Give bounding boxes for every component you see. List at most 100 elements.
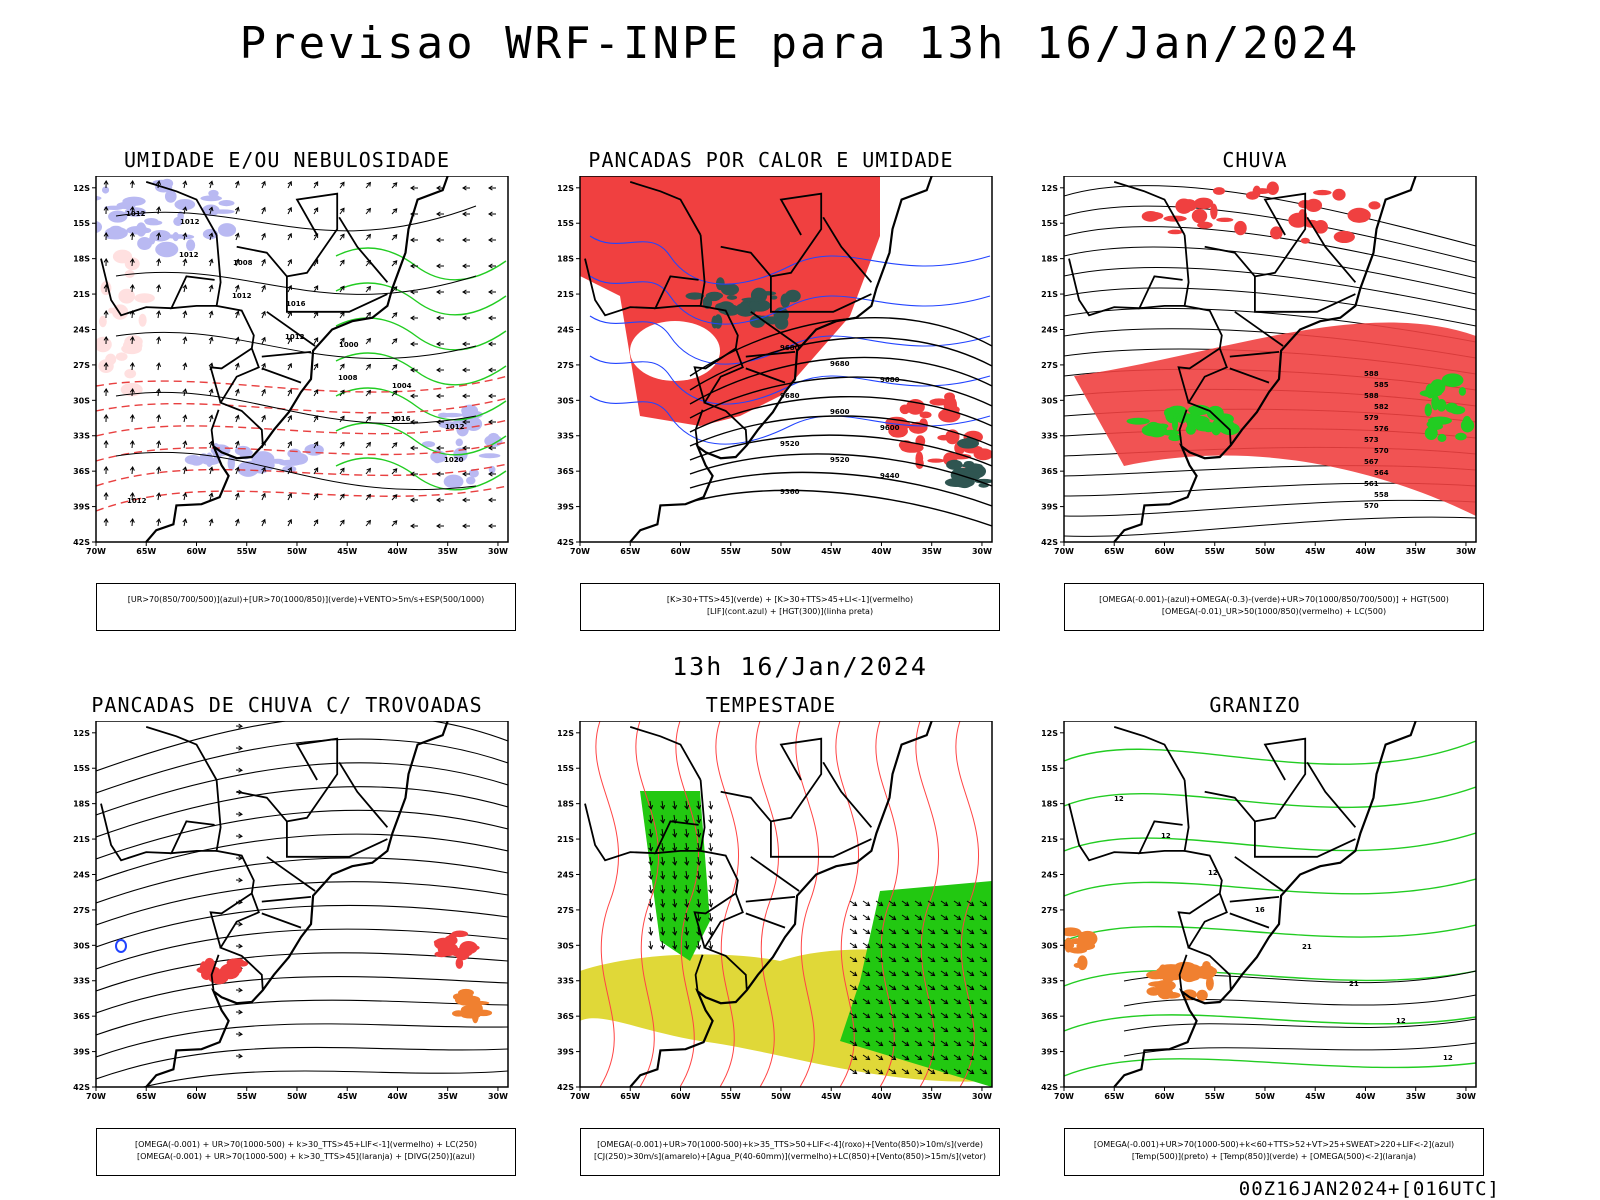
wind-vector [862, 1068, 870, 1074]
country-border [1229, 351, 1280, 358]
country-border [1113, 726, 1186, 781]
wind-vector-head [865, 901, 871, 907]
temperature-500-contour [1123, 994, 1476, 1007]
wind-vector [862, 1012, 870, 1018]
wind-vector [209, 181, 213, 189]
wind-vector-head [462, 523, 467, 529]
lon-label: 65W [1104, 1092, 1124, 1101]
humidity-area-blue [145, 220, 163, 226]
wind-vector-head [103, 440, 109, 445]
humidity-area-blue [211, 209, 235, 214]
wind-vector-head [410, 523, 415, 529]
lat-label: 24S [1041, 325, 1058, 334]
wind-vector [709, 898, 712, 907]
wind-vector-head [340, 389, 345, 395]
wind-vector-head [865, 957, 871, 963]
wind-vector-head [392, 338, 398, 343]
lon-label: 60W [671, 547, 691, 556]
wind-vector-head [878, 943, 884, 949]
wind-vector-head [103, 336, 109, 341]
wind-vector [875, 1026, 883, 1032]
wind-vector-head [156, 440, 162, 445]
wind-vector-head [313, 233, 319, 239]
wind-vector-head [182, 310, 188, 316]
convection-area-teal [714, 314, 723, 329]
country-border [285, 192, 388, 313]
wind-vector-head [156, 362, 162, 367]
wind-vector [953, 928, 961, 934]
wind-vector-head [648, 945, 654, 950]
wind-vector [649, 912, 652, 921]
wind-vector [940, 970, 948, 976]
wind-vector-head [103, 388, 109, 393]
wind-vector-head [943, 999, 949, 1005]
wind-vector [940, 900, 948, 906]
country-border [745, 912, 786, 929]
wind-vector-head [865, 999, 871, 1005]
humidity-area-blue [184, 454, 202, 465]
country-border [1178, 954, 1188, 992]
wind-vector-head [287, 492, 292, 498]
wind-vector-head [969, 943, 975, 949]
lat-label: 24S [73, 325, 90, 334]
wind-vector [888, 1054, 896, 1060]
country-border [1113, 181, 1186, 236]
streamline [141, 1070, 508, 1087]
lat-label: 18S [1041, 255, 1058, 264]
lon-label: 40W [1355, 1092, 1375, 1101]
wind-vector-head [956, 985, 962, 991]
wind-vector-head [930, 901, 936, 907]
streamline-red [755, 721, 780, 1087]
lat-label: 21S [557, 835, 574, 844]
isobar [115, 205, 477, 232]
wind-vector [661, 842, 664, 851]
contour-label: 561 [1364, 480, 1379, 488]
wind-vector [979, 984, 987, 990]
wind-vector-head [865, 943, 871, 949]
rain-area-green [1458, 387, 1467, 396]
wind-vector [261, 311, 266, 319]
wind-vector [235, 181, 239, 189]
wind-vector-head [917, 1027, 923, 1033]
wind-vector-head [672, 833, 678, 838]
coastline-east [145, 176, 449, 542]
map-granizo: 12 12 12 16 21 21 12 12 12S 15S 18S 21S 24S 27S 30S 33S… [1041, 721, 1477, 1101]
humidity-area-blue [96, 195, 102, 201]
wind-vector [365, 468, 371, 475]
wind-vector-head [156, 414, 162, 419]
wind-vector [888, 984, 896, 990]
wind-vector [261, 337, 266, 345]
wind-vector [914, 1012, 922, 1018]
lat-label: 36S [73, 1012, 90, 1021]
wind-vector-head [462, 289, 467, 295]
wind-vector [261, 285, 266, 293]
wind-vector-head [366, 337, 371, 343]
lat-label: 42S [1041, 538, 1058, 547]
wind-vector [391, 312, 398, 319]
wind-vector-head [708, 903, 714, 908]
wind-vector [966, 928, 974, 934]
wind-vector [875, 914, 883, 920]
wind-vector [697, 842, 700, 851]
wind-vector-head [684, 875, 690, 880]
wind-vector-head [672, 903, 678, 908]
wind-vector-head [103, 206, 109, 211]
wind-vector [339, 311, 345, 319]
wind-vector-head [129, 232, 135, 237]
contour-label: 21 [1302, 943, 1312, 951]
wind-vector-head [462, 315, 467, 321]
country-border [236, 790, 288, 822]
wind-vector [235, 519, 239, 527]
convection-area-teal [741, 297, 763, 302]
wind-vector-head [392, 208, 398, 213]
omega-area-orange [1064, 930, 1084, 936]
wind-vector-head [261, 336, 266, 342]
wind-vector-head [340, 441, 345, 447]
wind-vector [287, 233, 292, 241]
height-contour [1064, 516, 1476, 537]
lon-label: 70W [1054, 547, 1074, 556]
wind-vector [157, 259, 160, 267]
rain-area-red [1167, 229, 1183, 235]
rain-area-red [1074, 322, 1476, 516]
wind-vector [261, 415, 266, 423]
